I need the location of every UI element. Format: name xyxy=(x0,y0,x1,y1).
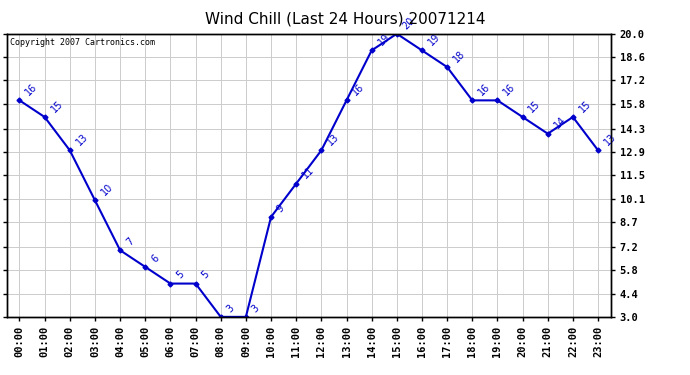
Text: 3: 3 xyxy=(250,303,262,314)
Text: 16: 16 xyxy=(23,82,39,98)
Text: 16: 16 xyxy=(502,82,518,98)
Text: 10: 10 xyxy=(99,182,115,198)
Text: 11: 11 xyxy=(300,165,316,181)
Text: 18: 18 xyxy=(451,48,467,64)
Text: 13: 13 xyxy=(326,132,342,147)
Text: 14: 14 xyxy=(552,115,568,131)
Text: 13: 13 xyxy=(602,132,618,147)
Text: 9: 9 xyxy=(275,203,286,214)
Text: 5: 5 xyxy=(199,269,211,281)
Text: 15: 15 xyxy=(49,98,65,114)
Text: 13: 13 xyxy=(74,132,90,147)
Text: 20: 20 xyxy=(401,15,417,31)
Text: 3: 3 xyxy=(225,303,236,314)
Text: Copyright 2007 Cartronics.com: Copyright 2007 Cartronics.com xyxy=(10,38,155,47)
Text: 19: 19 xyxy=(426,32,442,48)
Text: 16: 16 xyxy=(351,82,366,98)
Text: 7: 7 xyxy=(124,236,136,248)
Text: 5: 5 xyxy=(175,269,186,281)
Text: Wind Chill (Last 24 Hours) 20071214: Wind Chill (Last 24 Hours) 20071214 xyxy=(205,11,485,26)
Text: 16: 16 xyxy=(477,82,492,98)
Text: 19: 19 xyxy=(376,32,391,48)
Text: 6: 6 xyxy=(150,253,161,264)
Text: 15: 15 xyxy=(526,98,542,114)
Text: 15: 15 xyxy=(577,98,593,114)
